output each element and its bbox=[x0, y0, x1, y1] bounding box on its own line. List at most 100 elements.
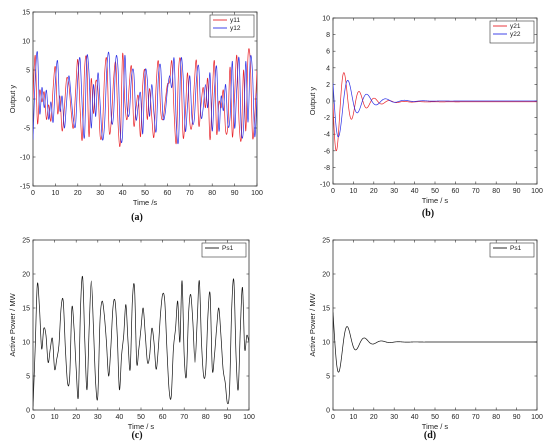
series-line-y22 bbox=[333, 80, 537, 138]
x-axis-label: Time /s bbox=[133, 198, 158, 207]
y-tick-label: -10 bbox=[20, 155, 30, 162]
y-tick-label: 15 bbox=[22, 10, 30, 17]
x-tick-label: 70 bbox=[472, 188, 480, 195]
legend-label: Ps1 bbox=[222, 245, 234, 252]
y-tick-label: 10 bbox=[322, 16, 330, 23]
x-tick-label: 50 bbox=[431, 188, 439, 195]
x-tick-label: 20 bbox=[72, 414, 80, 421]
x-tick-label: 0 bbox=[31, 190, 35, 197]
series-group bbox=[33, 275, 249, 407]
x-tick-label: 10 bbox=[52, 190, 60, 197]
panel-caption: (d) bbox=[424, 430, 436, 441]
y-tick-label: -10 bbox=[320, 182, 330, 189]
y-tick-label: 2 bbox=[326, 82, 330, 89]
y-tick-label: 5 bbox=[26, 374, 30, 381]
y-tick-label: 20 bbox=[22, 272, 30, 279]
x-tick-label: 40 bbox=[116, 414, 124, 421]
series-line-Ps1 bbox=[33, 275, 249, 407]
x-tick-label: 30 bbox=[390, 414, 398, 421]
x-tick-label: 60 bbox=[164, 190, 172, 197]
x-tick-label: 70 bbox=[472, 414, 480, 421]
x-tick-label: 0 bbox=[331, 188, 335, 195]
y-axis-label: Output y bbox=[8, 85, 17, 114]
x-tick-label: 40 bbox=[411, 414, 419, 421]
x-tick-label: 20 bbox=[74, 190, 82, 197]
x-tick-label: 100 bbox=[251, 190, 263, 197]
series-group bbox=[333, 72, 537, 152]
x-tick-label: 40 bbox=[119, 190, 127, 197]
x-tick-label: 50 bbox=[137, 414, 145, 421]
x-tick-label: 90 bbox=[513, 414, 521, 421]
series-line-y12 bbox=[33, 51, 257, 145]
x-tick-label: 20 bbox=[370, 414, 378, 421]
legend-label: y22 bbox=[510, 31, 521, 38]
series-group bbox=[33, 48, 257, 147]
y-tick-label: 25 bbox=[322, 238, 330, 245]
x-axis-label: Time / s bbox=[422, 196, 449, 205]
y-tick-label: 0 bbox=[26, 97, 30, 104]
x-tick-label: 70 bbox=[186, 190, 194, 197]
y-tick-label: 10 bbox=[22, 340, 30, 347]
x-tick-label: 40 bbox=[411, 188, 419, 195]
x-tick-label: 10 bbox=[51, 414, 59, 421]
y-tick-label: 0 bbox=[326, 408, 330, 415]
panel-caption: (a) bbox=[131, 212, 143, 223]
chart-panel-a: 0 10 20 30 40 50 60 70 80 90 100 -15 -10 -5 0 5 10 15 Time… bbox=[8, 10, 263, 224]
y-tick-label: 20 bbox=[322, 272, 330, 279]
x-axis-label: Time / s bbox=[128, 422, 155, 431]
y-tick-label: -8 bbox=[324, 165, 330, 172]
y-tick-label: 10 bbox=[322, 340, 330, 347]
legend-label: y11 bbox=[230, 17, 240, 24]
y-tick-label: -6 bbox=[324, 148, 330, 155]
x-tick-label: 10 bbox=[350, 188, 358, 195]
legend-label: Ps1 bbox=[510, 245, 522, 252]
y-axis-label: Output y bbox=[308, 87, 317, 116]
plot-area bbox=[332, 239, 538, 411]
series-line-y21 bbox=[333, 72, 537, 152]
y-tick-label: -4 bbox=[324, 132, 330, 139]
x-tick-label: 60 bbox=[452, 188, 460, 195]
y-tick-label: 6 bbox=[326, 49, 330, 56]
x-tick-label: 100 bbox=[531, 188, 543, 195]
y-axis-label: Active Power / MW bbox=[8, 292, 17, 356]
x-tick-label: 80 bbox=[202, 414, 210, 421]
series-line-Ps1 bbox=[333, 312, 537, 373]
y-tick-label: 5 bbox=[26, 68, 30, 75]
x-tick-label: 100 bbox=[243, 414, 255, 421]
x-tick-label: 60 bbox=[452, 414, 460, 421]
x-tick-label: 10 bbox=[350, 414, 358, 421]
x-tick-label: 60 bbox=[159, 414, 167, 421]
y-tick-label: 4 bbox=[326, 65, 330, 72]
series-group bbox=[333, 312, 537, 373]
y-tick-label: 25 bbox=[22, 238, 30, 245]
x-tick-label: 50 bbox=[141, 190, 149, 197]
y-tick-label: 15 bbox=[22, 306, 30, 313]
x-tick-label: 70 bbox=[180, 414, 188, 421]
legend: Ps1 bbox=[489, 242, 535, 258]
y-axis-label: Active Power / MW bbox=[308, 292, 317, 356]
x-tick-label: 90 bbox=[231, 190, 239, 197]
x-tick-label: 100 bbox=[531, 414, 543, 421]
y-tick-label: 15 bbox=[322, 306, 330, 313]
y-tick-label: 10 bbox=[22, 39, 30, 46]
legend: Ps1 bbox=[201, 242, 247, 258]
legend-label: y12 bbox=[230, 25, 241, 32]
y-tick-label: -5 bbox=[24, 126, 30, 133]
y-tick-label: -15 bbox=[20, 184, 30, 191]
chart-panel-d: 0 10 20 30 40 50 60 70 80 90 100 0 5 10 15 20 25 Time / s… bbox=[308, 238, 543, 442]
chart-panel-c: 0 10 20 30 40 50 60 70 80 90 100 0 5 10 15 20 25 Time / s… bbox=[8, 238, 255, 442]
x-tick-label: 90 bbox=[513, 188, 521, 195]
x-tick-label: 30 bbox=[94, 414, 102, 421]
x-tick-label: 0 bbox=[31, 414, 35, 421]
y-tick-label: 8 bbox=[326, 32, 330, 39]
panel-caption: (b) bbox=[422, 208, 434, 219]
x-tick-label: 80 bbox=[492, 414, 500, 421]
panel-caption: (c) bbox=[131, 430, 142, 441]
x-tick-label: 20 bbox=[370, 188, 378, 195]
x-tick-label: 30 bbox=[390, 188, 398, 195]
y-tick-label: 0 bbox=[26, 408, 30, 415]
y-tick-label: 0 bbox=[326, 99, 330, 106]
